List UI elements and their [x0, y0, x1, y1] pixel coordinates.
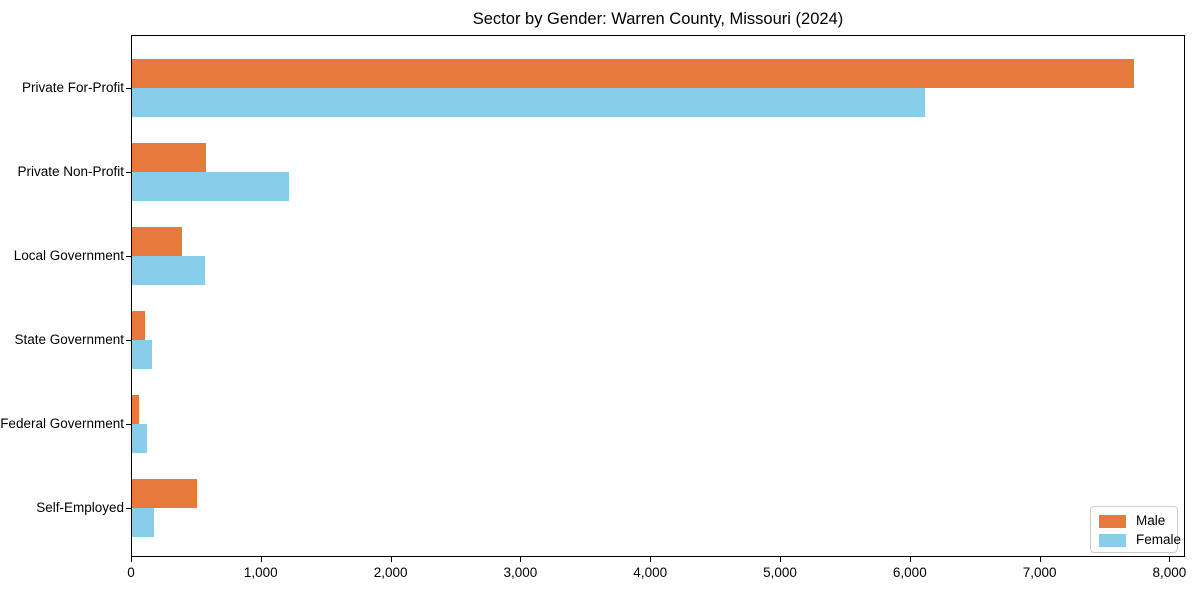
bar-female-local-government	[132, 256, 205, 285]
y-tick-mark	[126, 172, 131, 173]
y-tick-label-private-non-profit: Private Non-Profit	[17, 164, 124, 179]
bar-male-private-non-profit	[132, 143, 207, 172]
bar-female-private-for-profit	[132, 88, 926, 117]
legend-swatch-female	[1099, 534, 1126, 547]
x-tick-label-1000: 1,000	[243, 565, 278, 580]
bar-male-federal-government	[132, 395, 139, 424]
x-tick-mark	[131, 557, 132, 562]
x-tick-mark	[260, 557, 262, 562]
x-tick-mark	[909, 557, 911, 562]
legend-label-male: Male	[1136, 513, 1166, 528]
x-tick-label-8000: 8,000	[1152, 565, 1187, 580]
legend-label-female: Female	[1136, 532, 1182, 547]
bar-female-state-government	[132, 340, 152, 369]
y-tick-mark	[126, 508, 131, 509]
y-tick-label-private-for-profit: Private For-Profit	[21, 80, 124, 95]
y-tick-mark	[126, 88, 131, 89]
x-tick-label-6000: 6,000	[892, 565, 927, 580]
y-tick-label-local-government: Local Government	[13, 248, 124, 263]
y-tick-mark	[126, 424, 131, 425]
bar-male-state-government	[132, 311, 146, 340]
bar-female-private-non-profit	[132, 172, 290, 201]
x-tick-mark	[650, 557, 652, 562]
bar-male-local-government	[132, 227, 183, 256]
bar-female-federal-government	[132, 424, 147, 453]
x-tick-label-2000: 2,000	[373, 565, 408, 580]
x-tick-mark	[1169, 557, 1171, 562]
legend-item-female: Female	[1099, 531, 1181, 550]
legend-swatch-male	[1099, 515, 1126, 528]
bar-male-private-for-profit	[132, 59, 1135, 88]
legend-item-male: Male	[1099, 512, 1177, 531]
x-tick-label-0: 0	[127, 565, 135, 580]
bar-male-self-employed	[132, 479, 198, 508]
x-tick-label-7000: 7,000	[1022, 565, 1057, 580]
y-tick-label-federal-government: Federal Government	[0, 416, 124, 431]
y-tick-mark	[126, 340, 131, 341]
x-tick-label-3000: 3,000	[503, 565, 538, 580]
y-tick-mark	[126, 256, 131, 257]
x-tick-mark	[1039, 557, 1041, 562]
chart-title: Sector by Gender: Warren County, Missour…	[472, 10, 844, 28]
x-tick-mark	[390, 557, 392, 562]
x-tick-label-5000: 5,000	[763, 565, 797, 580]
x-tick-label-4000: 4,000	[633, 565, 668, 580]
y-tick-label-self-employed: Self-Employed	[36, 500, 124, 515]
x-tick-mark	[780, 557, 781, 562]
bar-female-self-employed	[132, 508, 155, 537]
plot-area	[131, 35, 1185, 557]
x-tick-mark	[520, 557, 522, 562]
legend: Male Female	[1090, 506, 1181, 553]
y-tick-label-state-government: State Government	[14, 332, 124, 347]
